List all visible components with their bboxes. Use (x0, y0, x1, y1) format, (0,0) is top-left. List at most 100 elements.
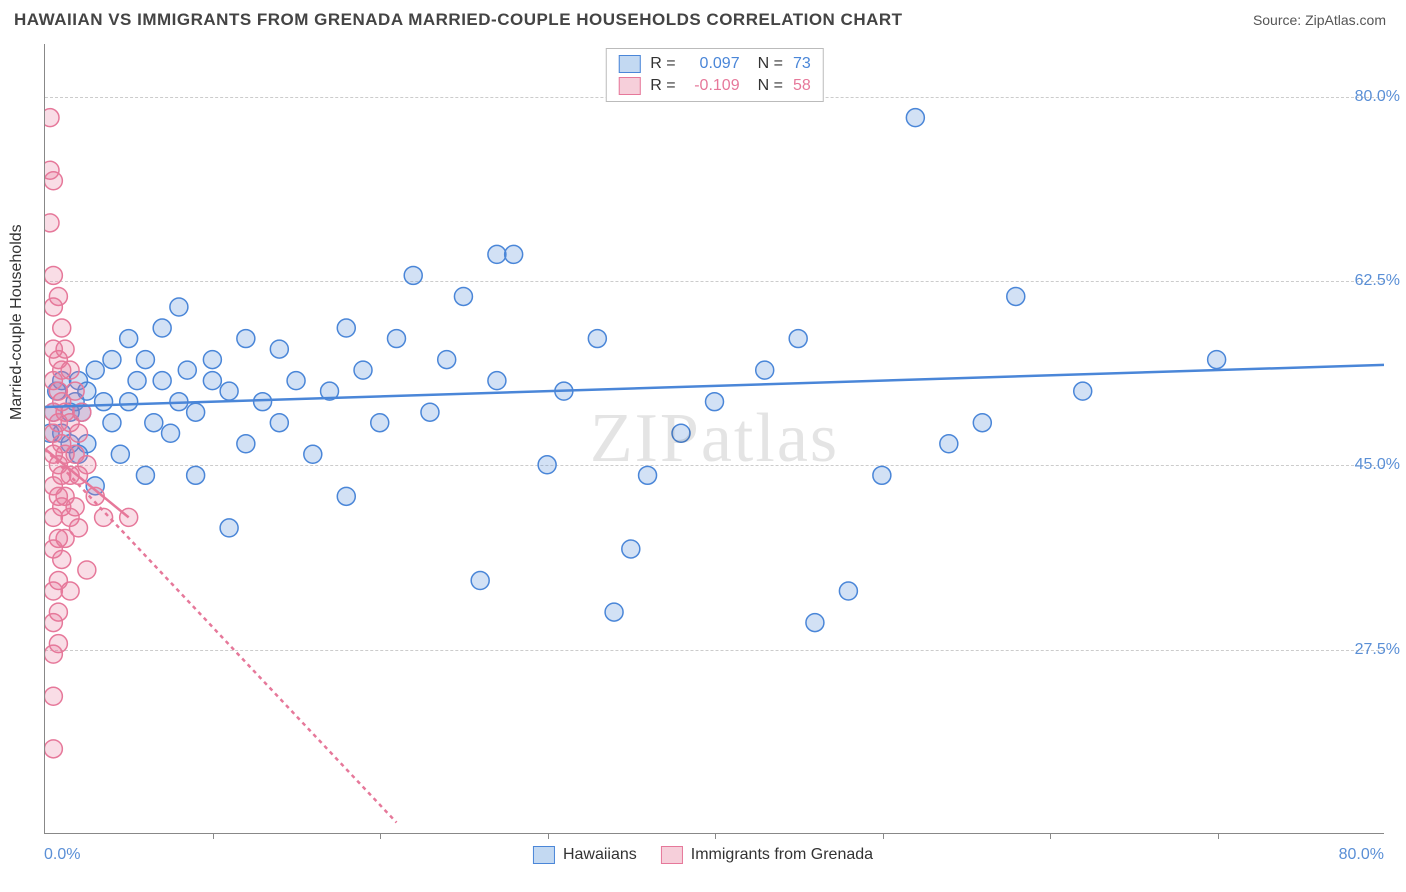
data-point (254, 393, 272, 411)
data-point (45, 109, 59, 127)
data-point (120, 393, 138, 411)
data-point (103, 351, 121, 369)
y-axis-label: Married-couple Households (8, 224, 26, 420)
data-point (61, 582, 79, 600)
data-point (69, 519, 87, 537)
data-point (128, 372, 146, 390)
x-tick (1050, 833, 1051, 839)
data-point (203, 351, 221, 369)
data-point (78, 561, 96, 579)
data-point (49, 287, 67, 305)
data-point (371, 414, 389, 432)
legend-n-label: N = (758, 77, 783, 95)
legend-item: Hawaiians (533, 846, 637, 864)
data-point (287, 372, 305, 390)
data-point (145, 414, 163, 432)
legend-stat-row: R = 0.097 N = 73 (614, 53, 814, 75)
data-point (45, 687, 62, 705)
scatter-svg (45, 44, 1384, 833)
legend-n-value: 58 (793, 77, 811, 95)
data-point (488, 372, 506, 390)
data-point (78, 456, 96, 474)
data-point (49, 635, 67, 653)
data-point (337, 487, 355, 505)
data-point (304, 445, 322, 463)
data-point (162, 424, 180, 442)
data-point (220, 382, 238, 400)
data-point (103, 414, 121, 432)
legend-r-label: R = (650, 55, 675, 73)
data-point (471, 572, 489, 590)
data-point (95, 393, 113, 411)
data-point (672, 424, 690, 442)
legend-item: Immigrants from Grenada (661, 846, 873, 864)
legend-n-label: N = (758, 55, 783, 73)
legend-swatch (661, 846, 683, 864)
data-point (906, 109, 924, 127)
x-axis-end-label: 80.0% (1339, 846, 1384, 864)
data-point (95, 508, 113, 526)
data-point (622, 540, 640, 558)
data-point (53, 319, 71, 337)
legend-r-label: R = (650, 77, 675, 95)
data-point (170, 298, 188, 316)
data-point (588, 330, 606, 348)
data-point (873, 466, 891, 484)
data-point (270, 414, 288, 432)
data-point (605, 603, 623, 621)
data-point (111, 445, 129, 463)
x-tick (380, 833, 381, 839)
data-point (120, 330, 138, 348)
data-point (237, 435, 255, 453)
data-point (45, 172, 62, 190)
chart-plot-area: ZIPatlas R = 0.097 N = 73 R = -0.109 N =… (44, 44, 1384, 834)
legend-r-value: 0.097 (686, 55, 740, 73)
data-point (69, 424, 87, 442)
x-tick (548, 833, 549, 839)
data-point (153, 319, 171, 337)
legend-stats: R = 0.097 N = 73 R = -0.109 N = 58 (605, 48, 823, 102)
data-point (940, 435, 958, 453)
legend-swatch (618, 55, 640, 73)
data-point (839, 582, 857, 600)
data-point (45, 214, 59, 232)
legend-item-label: Hawaiians (563, 846, 637, 864)
data-point (538, 456, 556, 474)
data-point (1208, 351, 1226, 369)
data-point (153, 372, 171, 390)
legend-swatch (618, 77, 640, 95)
legend-series: Hawaiians Immigrants from Grenada (533, 846, 873, 864)
legend-item-label: Immigrants from Grenada (691, 846, 873, 864)
data-point (270, 340, 288, 358)
x-axis-start-label: 0.0% (44, 846, 80, 864)
data-point (187, 403, 205, 421)
data-point (66, 382, 84, 400)
data-point (438, 351, 456, 369)
data-point (56, 340, 74, 358)
data-point (756, 361, 774, 379)
data-point (66, 498, 84, 516)
legend-r-value: -0.109 (686, 77, 740, 95)
x-tick (213, 833, 214, 839)
data-point (61, 361, 79, 379)
x-tick (715, 833, 716, 839)
legend-stat-row: R = -0.109 N = 58 (614, 75, 814, 97)
legend-swatch (533, 846, 555, 864)
data-point (454, 287, 472, 305)
data-point (86, 361, 104, 379)
data-point (203, 372, 221, 390)
data-point (45, 740, 62, 758)
data-point (237, 330, 255, 348)
data-point (488, 245, 506, 263)
data-point (354, 361, 372, 379)
data-point (806, 614, 824, 632)
data-point (187, 466, 205, 484)
data-point (973, 414, 991, 432)
data-point (45, 266, 62, 284)
data-point (53, 550, 71, 568)
data-point (639, 466, 657, 484)
data-point (337, 319, 355, 337)
data-point (505, 245, 523, 263)
legend-n-value: 73 (793, 55, 811, 73)
data-point (49, 603, 67, 621)
